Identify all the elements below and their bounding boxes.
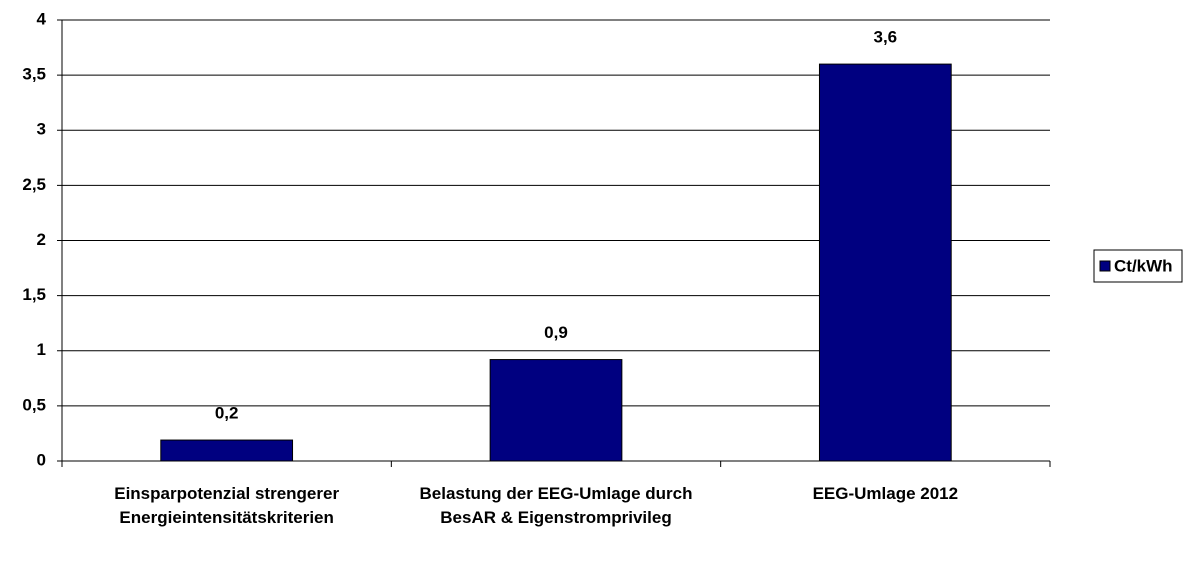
data-label: 0,2 bbox=[215, 404, 239, 423]
bar bbox=[489, 359, 623, 462]
y-tick-label: 0 bbox=[37, 450, 46, 469]
x-tick-label: Belastung der EEG-Umlage durch BesAR & E… bbox=[419, 484, 693, 527]
y-tick-label: 2 bbox=[37, 230, 46, 249]
x-tick-label: EEG-Umlage 2012 bbox=[812, 484, 959, 503]
legend-label: Ct/kWh bbox=[1114, 256, 1173, 275]
data-label: 3,6 bbox=[874, 28, 898, 47]
y-tick-label: 1 bbox=[37, 340, 46, 359]
y-tick-label: 0,5 bbox=[22, 395, 46, 414]
y-tick-label: 3,5 bbox=[22, 65, 46, 84]
data-label: 0,9 bbox=[544, 323, 568, 342]
y-tick-label: 4 bbox=[37, 9, 47, 28]
x-tick-label: Einsparpotenzial strengerer Energieinten… bbox=[114, 484, 340, 527]
legend-swatch bbox=[1099, 260, 1111, 272]
y-tick-label: 3 bbox=[37, 120, 46, 139]
y-tick-label: 2,5 bbox=[22, 175, 46, 194]
bar bbox=[160, 439, 294, 462]
bar bbox=[818, 63, 952, 462]
y-tick-label: 1,5 bbox=[22, 285, 46, 304]
